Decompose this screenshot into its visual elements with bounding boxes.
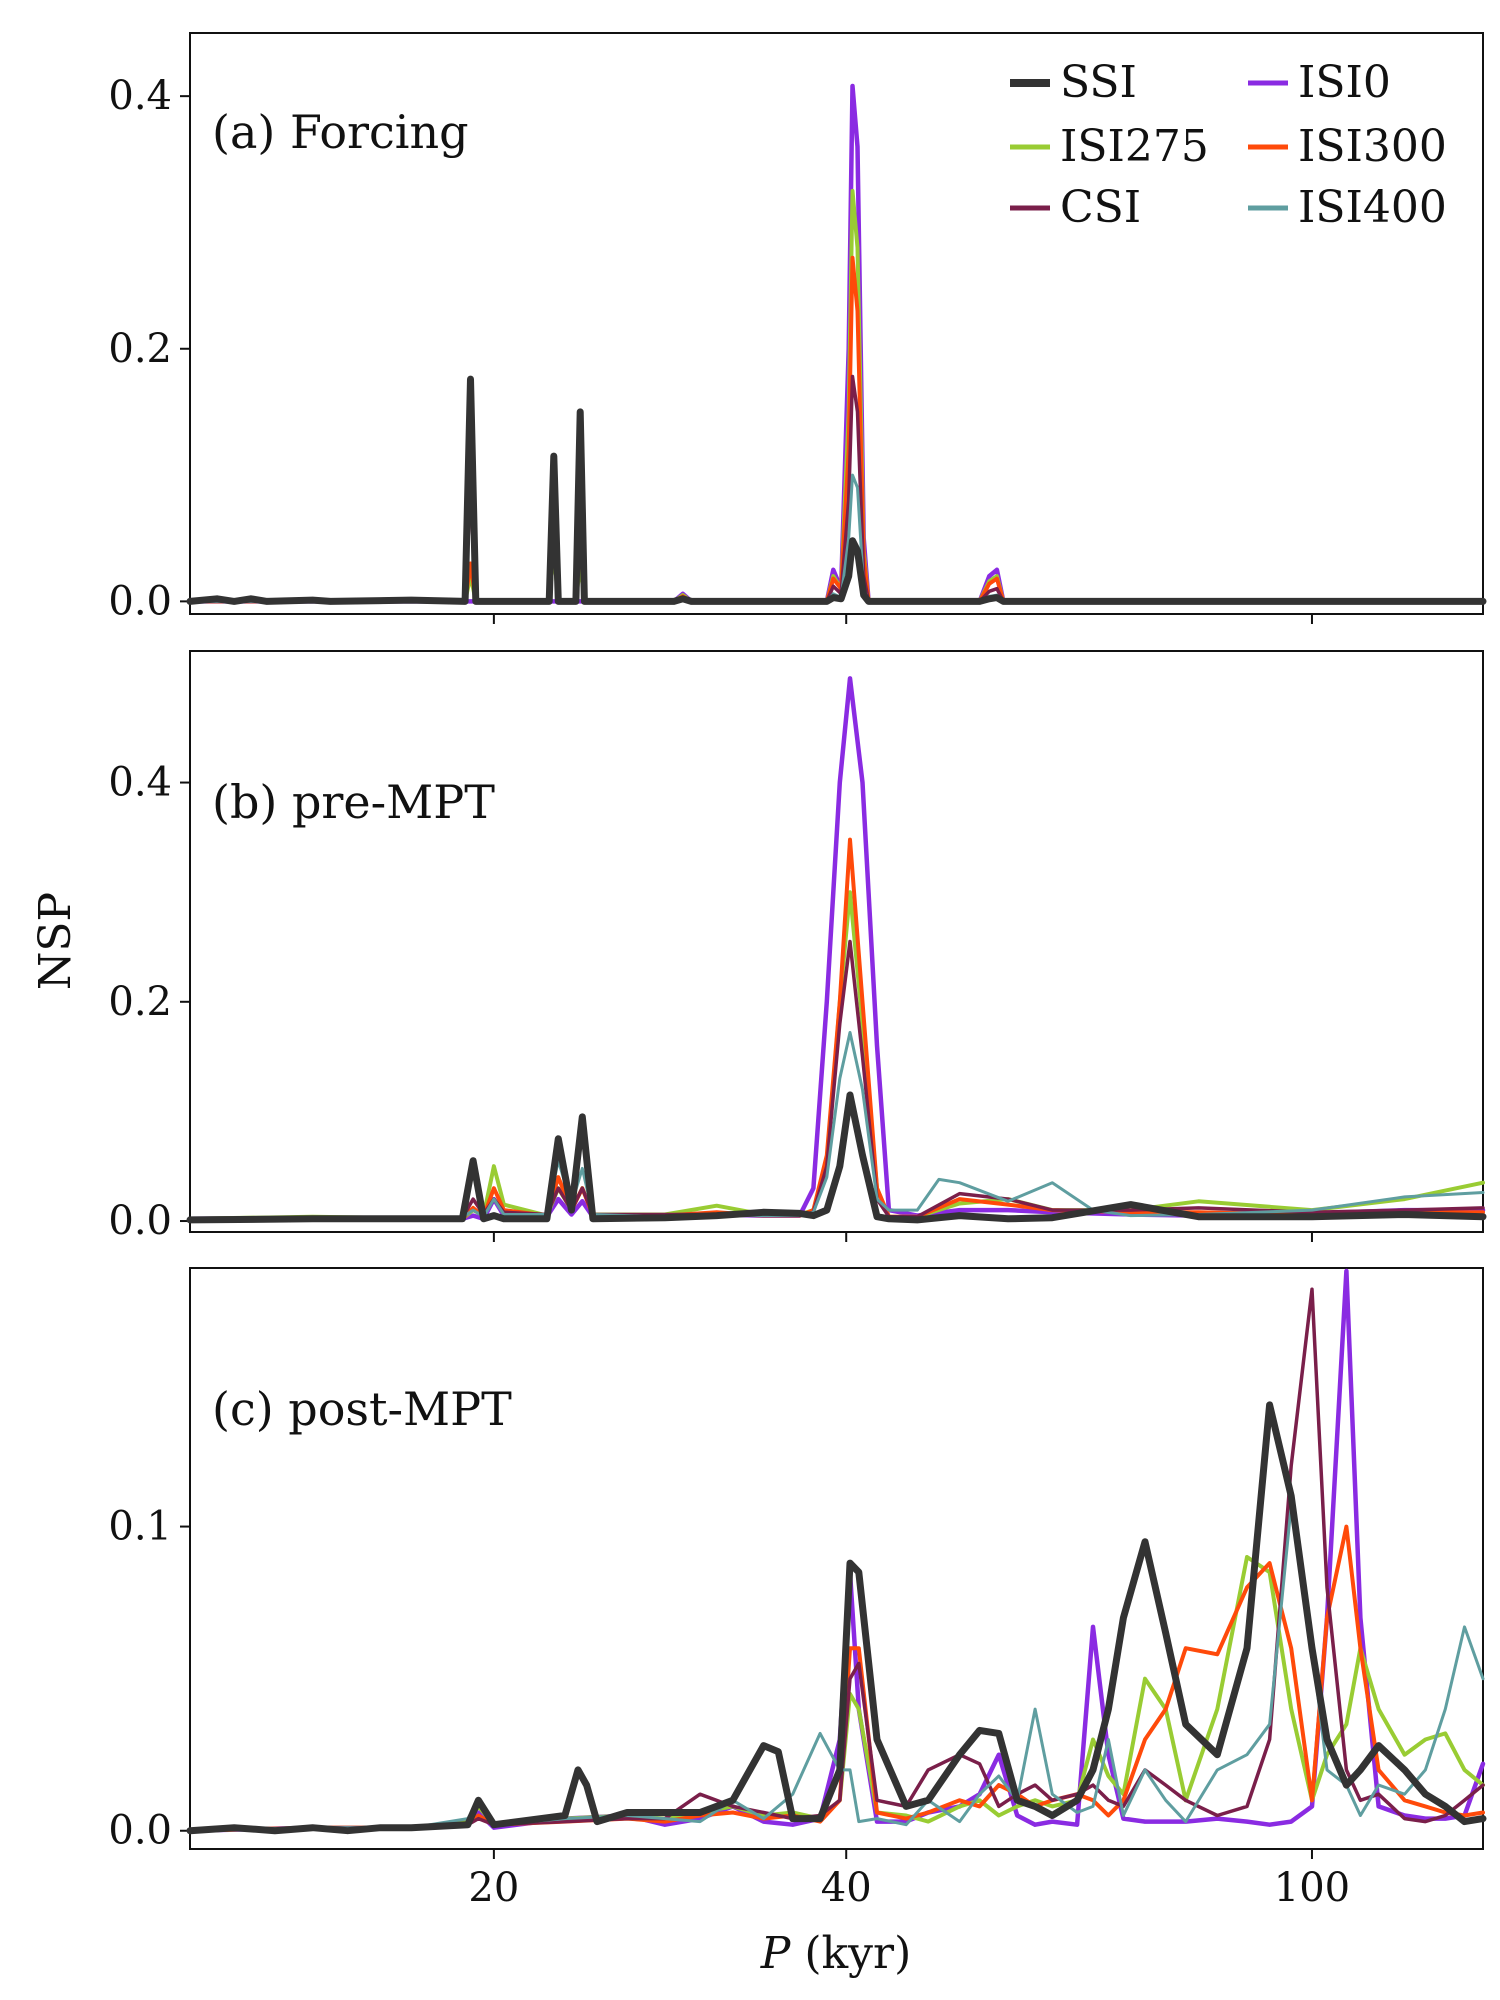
panel-b-series <box>186 676 1487 1224</box>
legend-label-isi400: ISI400 <box>1298 182 1447 233</box>
legend-label-ssi: SSI <box>1060 57 1137 108</box>
panel-a-series <box>186 83 1487 605</box>
panel-c-yticks: 0.0 0.1 <box>108 1504 190 1854</box>
panel-b-ytick-label: 0.0 <box>108 1198 172 1244</box>
panel-a-ytick-label: 0.4 <box>108 73 172 119</box>
x-tick-label-100: 100 <box>1274 1865 1350 1911</box>
legend-label-isi0: ISI0 <box>1298 57 1391 108</box>
legend-label-isi300: ISI300 <box>1298 121 1447 172</box>
x-axis-label-unit: (kyr) <box>790 1928 911 1979</box>
x-tick-label-40: 40 <box>821 1865 872 1911</box>
panel-a-xticks <box>492 614 1313 624</box>
panel-c-series <box>186 1268 1487 1835</box>
panel-c: 0.0 0.1 20 40 100 (c) post-MPT <box>108 1267 1487 1911</box>
legend: SSI ISI0 ISI275 ISI300 CSI ISI400 <box>1010 57 1447 233</box>
panel-a-title: (a) Forcing <box>212 105 469 159</box>
panel-a-yticks: 0.0 0.2 0.4 <box>108 73 190 624</box>
panel-a-frame <box>189 32 1484 615</box>
panel-a-ytick-label: 0.2 <box>108 326 172 372</box>
panel-b: 0.0 0.2 0.4 (b) pre-MPT <box>108 650 1487 1244</box>
y-axis-label: NSP <box>30 892 81 990</box>
panel-c-series-ssi <box>186 1401 1487 1835</box>
panel-b-frame <box>189 650 1484 1233</box>
panel-b-series-ssi <box>186 1091 1487 1224</box>
x-tick-label-20: 20 <box>468 1865 519 1911</box>
panel-b-ytick-label: 0.4 <box>108 760 172 806</box>
panel-c-title: (c) post-MPT <box>212 1382 512 1436</box>
panel-c-ytick-label: 0.1 <box>108 1504 172 1550</box>
legend-label-csi: CSI <box>1060 182 1141 233</box>
x-axis-label: P (kyr) <box>760 1928 911 1979</box>
panel-b-title: (b) pre-MPT <box>212 775 495 829</box>
panel-a-series-ssi <box>186 375 1487 605</box>
panel-c-ytick-label: 0.0 <box>108 1808 172 1854</box>
panel-b-ytick-label: 0.2 <box>108 979 172 1025</box>
x-axis-label-var: P <box>760 1928 792 1979</box>
panel-a: 0.0 0.2 0.4 (a) Forcing SSI ISI0 ISI275 IS… <box>108 32 1487 624</box>
panel-b-xticks <box>492 1232 1313 1242</box>
panel-c-xticks: 20 40 100 <box>468 1849 1350 1911</box>
legend-label-isi275: ISI275 <box>1060 121 1209 172</box>
panel-a-ytick-label: 0.0 <box>108 578 172 624</box>
panel-b-yticks: 0.0 0.2 0.4 <box>108 760 190 1244</box>
